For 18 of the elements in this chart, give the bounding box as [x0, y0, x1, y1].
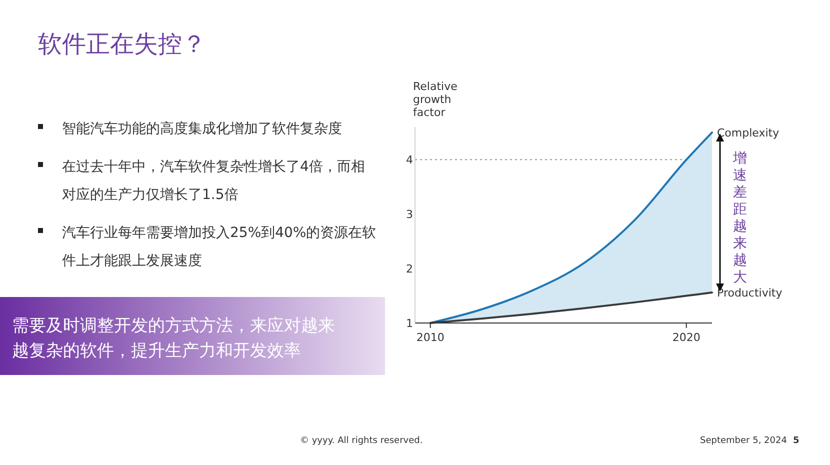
y-tick-label: 3 — [406, 208, 413, 222]
y-axis-title: Relative growth factor — [413, 80, 458, 119]
x-tick-label: 2020 — [672, 331, 700, 344]
y-tick-label: 4 — [406, 154, 413, 167]
series-label: Productivity — [717, 286, 783, 300]
text: 在过去十年中，汽车软件复杂性增长了4倍，而相对应的生产力仅增长了1.5倍 — [62, 159, 365, 203]
text: 5 — [793, 436, 800, 446]
series-label: Complexity — [717, 126, 780, 140]
text: September 5, 2024 — [700, 436, 788, 446]
text: © yyyy. All rights reserved. — [300, 436, 423, 446]
x-tick-label: 2010 — [416, 331, 444, 344]
y-tick-label: 1 — [406, 317, 413, 330]
text: 增速差距越来越大 — [732, 150, 747, 286]
text: 软件正在失控？ — [38, 30, 206, 58]
text: 智能汽车功能的高度集成化增加了软件复杂度 — [62, 121, 342, 137]
text: 汽车行业每年需要增加投入25%到40%的资源在软件上才能跟上发展速度 — [62, 225, 376, 269]
y-tick-label: 2 — [406, 262, 413, 276]
text: 需要及时调整开发的方式方法，来应对越来越复杂的软件，提升生产力和开发效率 — [12, 316, 335, 361]
